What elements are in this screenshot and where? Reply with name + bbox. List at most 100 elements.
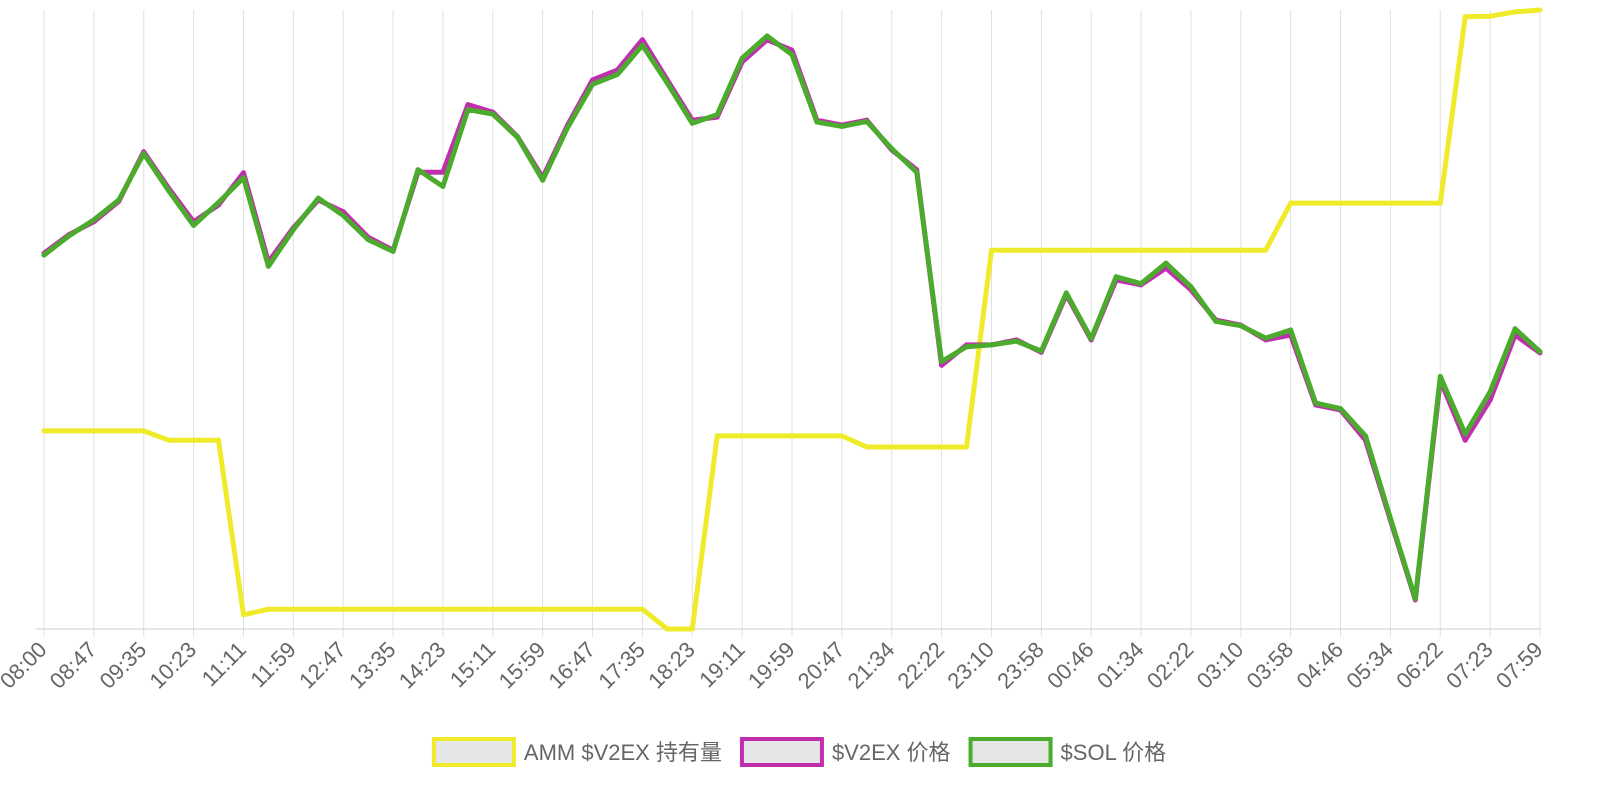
point [814,119,820,125]
point [664,626,670,632]
point [864,118,870,124]
x-tick-label: 12:47 [294,637,351,694]
point [465,606,471,612]
point [216,437,222,443]
x-tick-label: 07:23 [1441,637,1498,694]
point [1163,260,1169,266]
point [639,606,645,612]
legend-label: $SOL 价格 [1061,740,1167,765]
point [265,606,271,612]
point [66,428,72,434]
x-tick-label: 20:47 [793,637,850,694]
point [839,123,845,129]
legend-swatch [968,737,1053,767]
point [689,626,695,632]
point [240,170,246,176]
point [565,125,571,131]
point [939,444,945,450]
x-tick-label: 15:59 [494,637,551,694]
point [290,606,296,612]
point [91,428,97,434]
point [639,42,645,48]
point [614,606,620,612]
point [764,433,770,439]
point [1188,284,1194,290]
point [440,606,446,612]
point [465,107,471,113]
point [1537,349,1543,355]
point [240,175,246,181]
point [689,120,695,126]
legend: AMM $V2EX 持有量 $V2EX 价格 $SOL 价格 [431,737,1167,767]
point [1362,200,1368,206]
x-tick-label: 17:35 [593,637,650,694]
point [1238,323,1244,329]
point [1462,437,1468,443]
x-tick-label: 19:59 [743,637,800,694]
x-tick-label: 03:10 [1192,637,1249,694]
point [240,612,246,618]
x-tick-label: 15:11 [445,637,500,692]
point [1013,247,1019,253]
x-tick-label: 01:34 [1092,637,1149,694]
point [1487,13,1493,19]
point [1063,247,1069,253]
point [1138,247,1144,253]
point [1437,200,1443,206]
point [864,444,870,450]
point [1537,7,1543,13]
point [1013,338,1019,344]
point [1188,247,1194,253]
point [141,428,147,434]
point [490,606,496,612]
point [764,33,770,39]
point [390,248,396,254]
point [988,247,994,253]
point [714,433,720,439]
point [914,444,920,450]
point [939,359,945,365]
point [590,81,596,87]
point [440,183,446,189]
x-tick-label: 00:46 [1042,637,1099,694]
point [789,433,795,439]
x-tick-label: 16:47 [543,637,600,694]
point [1412,596,1418,602]
point [590,606,596,612]
point [365,606,371,612]
point [814,433,820,439]
point [265,263,271,269]
point [839,433,845,439]
point [964,444,970,450]
point [964,344,970,350]
point [216,200,222,206]
point [739,433,745,439]
point [1213,247,1219,253]
point [1338,406,1344,412]
point [365,237,371,243]
point [1088,247,1094,253]
point [1362,433,1368,439]
point [565,606,571,612]
point [315,195,321,201]
point [290,227,296,233]
point [91,217,97,223]
point [41,252,47,258]
point [789,52,795,58]
point [1338,200,1344,206]
point [639,37,645,43]
point [664,80,670,86]
point [1487,389,1493,395]
point [1088,336,1094,342]
point [988,342,994,348]
point [415,606,421,612]
point [390,606,396,612]
point [340,606,346,612]
point [1462,431,1468,437]
point [1437,373,1443,379]
legend-swatch [739,737,824,767]
point [540,606,546,612]
x-tick-label: 13:35 [344,637,401,694]
